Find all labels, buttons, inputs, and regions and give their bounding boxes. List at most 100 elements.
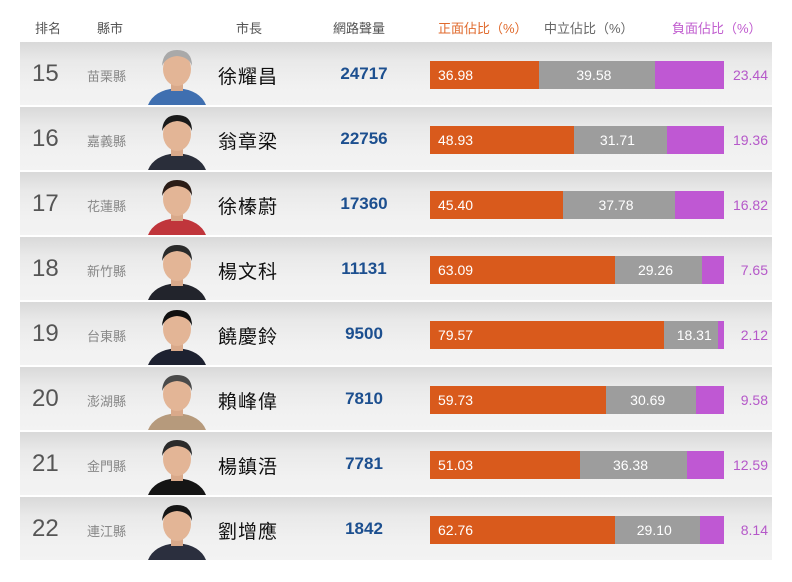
online-volume: 9500 xyxy=(345,324,383,343)
negative-value: 2.12 xyxy=(740,327,768,343)
county-name: 新竹縣 xyxy=(87,264,127,279)
table-row: 16 嘉義縣 翁章梁 22756 48.93 31.71 19.36 xyxy=(20,107,772,170)
online-volume: 11131 xyxy=(341,259,387,278)
positive-segment: 36.98 xyxy=(430,61,539,89)
portrait-icon xyxy=(148,245,206,300)
online-volume: 7781 xyxy=(345,454,383,473)
portrait-icon xyxy=(148,375,206,430)
neutral-segment: 30.69 xyxy=(605,386,696,414)
mayor-photo xyxy=(144,501,210,560)
mayor-photo xyxy=(144,46,210,105)
table-row: 21 金門縣 楊鎮浯 7781 51.03 36.38 12.59 xyxy=(20,432,772,495)
negative-segment xyxy=(695,386,724,414)
mayor-name: 饒慶鈴 xyxy=(218,327,279,348)
header-volume: 網路聲量 xyxy=(333,21,386,36)
county-name: 花蓮縣 xyxy=(87,199,127,214)
sentiment-bar: 48.93 31.71 xyxy=(430,126,724,154)
header-rank: 排名 xyxy=(35,21,62,36)
county-name: 嘉義縣 xyxy=(87,134,127,149)
mayor-name: 楊文科 xyxy=(218,262,279,283)
mayor-photo xyxy=(144,306,210,365)
sentiment-bar: 59.73 30.69 xyxy=(430,386,724,414)
ranking-table: 15 苗栗縣 徐耀昌 24717 36.98 39.58 23.44 16 嘉義… xyxy=(20,42,772,562)
mayor-name: 賴峰偉 xyxy=(218,392,279,413)
header-county: 縣市 xyxy=(97,21,124,36)
sentiment-bar: 63.09 29.26 xyxy=(430,256,724,284)
portrait-icon xyxy=(148,505,206,560)
neutral-segment: 18.31 xyxy=(663,321,718,349)
mayor-name: 翁章梁 xyxy=(218,132,279,153)
mayor-photo xyxy=(144,111,210,170)
online-volume: 7810 xyxy=(345,389,383,408)
neutral-segment: 31.71 xyxy=(573,126,668,154)
mayor-name: 徐耀昌 xyxy=(218,67,279,88)
sentiment-bar: 62.76 29.10 xyxy=(430,516,724,544)
negative-value: 7.65 xyxy=(740,262,768,278)
positive-segment: 45.40 xyxy=(430,191,564,219)
mayor-photo xyxy=(144,176,210,235)
neutral-segment: 36.38 xyxy=(580,451,687,479)
negative-segment xyxy=(655,61,724,89)
portrait-icon xyxy=(148,180,206,235)
header-neutral: 中立佔比（%） xyxy=(544,21,634,36)
header-mayor: 市長 xyxy=(236,21,263,36)
negative-segment xyxy=(667,126,724,154)
online-volume: 24717 xyxy=(340,64,388,83)
negative-value: 19.36 xyxy=(732,132,768,148)
neutral-segment: 37.78 xyxy=(563,191,675,219)
online-volume: 1842 xyxy=(345,519,383,538)
rank-number: 16 xyxy=(32,125,59,152)
positive-segment: 51.03 xyxy=(430,451,581,479)
table-row: 18 新竹縣 楊文科 11131 63.09 29.26 7.65 xyxy=(20,237,772,300)
mayor-photo xyxy=(144,436,210,495)
positive-segment: 79.57 xyxy=(430,321,664,349)
rank-number: 19 xyxy=(32,320,59,347)
sentiment-bar: 36.98 39.58 xyxy=(430,61,724,89)
table-row: 15 苗栗縣 徐耀昌 24717 36.98 39.58 23.44 xyxy=(20,42,772,105)
portrait-icon xyxy=(148,50,206,105)
county-name: 苗栗縣 xyxy=(87,69,127,84)
negative-value: 9.58 xyxy=(740,392,768,408)
table-row: 19 台東縣 饒慶鈴 9500 79.57 18.31 2.12 xyxy=(20,302,772,365)
mayor-name: 徐榛蔚 xyxy=(218,197,279,218)
county-name: 澎湖縣 xyxy=(87,394,127,409)
table-row: 17 花蓮縣 徐榛蔚 17360 45.40 37.78 16.82 xyxy=(20,172,772,235)
county-name: 台東縣 xyxy=(87,329,127,344)
mayor-name: 劉增應 xyxy=(218,522,279,543)
rank-number: 15 xyxy=(32,60,59,87)
mayor-name: 楊鎮浯 xyxy=(218,457,279,478)
online-volume: 22756 xyxy=(340,129,388,148)
county-name: 連江縣 xyxy=(87,524,127,539)
portrait-icon xyxy=(148,310,206,365)
sentiment-bar: 45.40 37.78 xyxy=(430,191,724,219)
rank-number: 21 xyxy=(32,450,59,477)
rank-number: 20 xyxy=(32,385,59,412)
rank-number: 17 xyxy=(32,190,59,217)
negative-value: 23.44 xyxy=(732,67,768,83)
portrait-icon xyxy=(148,440,206,495)
negative-value: 8.14 xyxy=(740,522,768,538)
positive-segment: 62.76 xyxy=(430,516,615,544)
mayor-photo xyxy=(144,241,210,300)
portrait-icon xyxy=(148,115,206,170)
negative-segment xyxy=(686,451,724,479)
positive-segment: 48.93 xyxy=(430,126,574,154)
negative-segment xyxy=(701,256,724,284)
online-volume: 17360 xyxy=(340,194,388,213)
negative-segment xyxy=(700,516,724,544)
table-row: 22 連江縣 劉增應 1842 62.76 29.10 8.14 xyxy=(20,497,772,560)
rank-number: 18 xyxy=(32,255,59,282)
table-row: 20 澎湖縣 賴峰偉 7810 59.73 30.69 9.58 xyxy=(20,367,772,430)
mayor-photo xyxy=(144,371,210,430)
negative-value: 12.59 xyxy=(732,457,768,473)
negative-segment xyxy=(717,321,724,349)
neutral-segment: 29.10 xyxy=(614,516,701,544)
header-negative: 負面佔比（%） xyxy=(672,21,762,36)
neutral-segment: 29.26 xyxy=(615,256,702,284)
positive-segment: 59.73 xyxy=(430,386,606,414)
county-name: 金門縣 xyxy=(87,459,127,474)
rank-number: 22 xyxy=(32,515,59,542)
sentiment-bar: 51.03 36.38 xyxy=(430,451,724,479)
negative-segment xyxy=(674,191,724,219)
negative-value: 16.82 xyxy=(732,197,768,213)
